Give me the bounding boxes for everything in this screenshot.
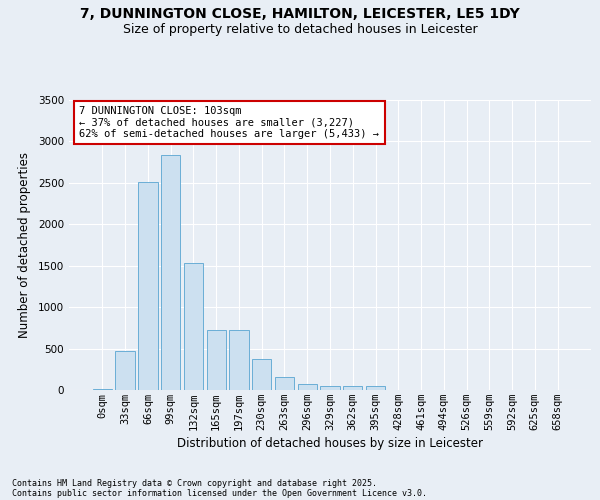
Bar [93,389,112,390]
Bar [229,330,248,390]
Bar [320,386,340,390]
X-axis label: Distribution of detached houses by size in Leicester: Distribution of detached houses by size … [177,437,483,450]
Text: 7 DUNNINGTON CLOSE: 103sqm
← 37% of detached houses are smaller (3,227)
62% of s: 7 DUNNINGTON CLOSE: 103sqm ← 37% of deta… [79,106,379,139]
Text: Contains public sector information licensed under the Open Government Licence v3: Contains public sector information licen… [12,488,427,498]
Text: Size of property relative to detached houses in Leicester: Size of property relative to detached ho… [122,22,478,36]
Bar [275,377,294,390]
Bar [138,182,158,390]
Text: 7, DUNNINGTON CLOSE, HAMILTON, LEICESTER, LE5 1DY: 7, DUNNINGTON CLOSE, HAMILTON, LEICESTER… [80,8,520,22]
Bar [343,386,362,390]
Bar [252,360,271,390]
Y-axis label: Number of detached properties: Number of detached properties [18,152,31,338]
Bar [298,384,317,390]
Bar [115,351,135,390]
Text: Contains HM Land Registry data © Crown copyright and database right 2025.: Contains HM Land Registry data © Crown c… [12,478,377,488]
Bar [184,263,203,390]
Bar [366,386,385,390]
Bar [161,154,181,390]
Bar [206,330,226,390]
